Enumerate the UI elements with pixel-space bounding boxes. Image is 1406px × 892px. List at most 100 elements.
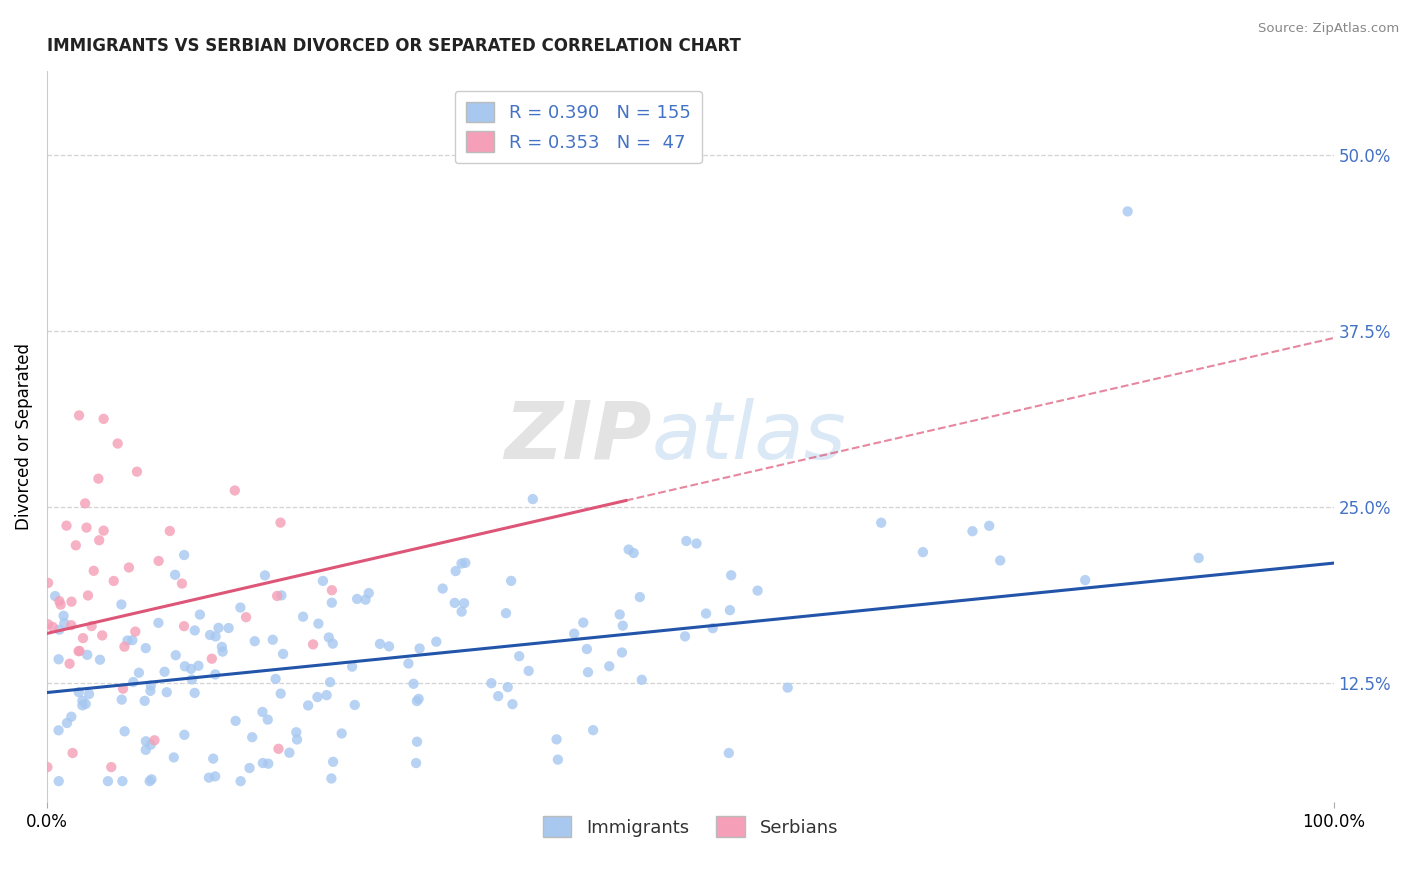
Point [48, 774, 70, 789]
Point [1188, 550, 1211, 565]
Point [72, 693, 94, 707]
Point [183, 624, 205, 638]
Point [486, 689, 509, 703]
Point [720, 568, 742, 582]
Point [135, 734, 157, 748]
Point [479, 676, 502, 690]
Point [91, 628, 114, 642]
Point [44, 589, 66, 603]
Point [122, 675, 145, 690]
Point [207, 621, 229, 635]
Point [318, 631, 340, 645]
Point [201, 651, 224, 665]
Point [278, 746, 301, 760]
Point [56, 716, 79, 731]
Point [75, 697, 97, 711]
Point [450, 605, 472, 619]
Point [110, 598, 132, 612]
Point [270, 687, 292, 701]
Point [165, 567, 187, 582]
Point [522, 492, 544, 507]
Point [610, 646, 633, 660]
Point [114, 640, 136, 654]
Point [266, 589, 288, 603]
Point [204, 769, 226, 783]
Point [307, 616, 329, 631]
Point [55, 518, 77, 533]
Point [425, 634, 447, 648]
Point [204, 667, 226, 681]
Point [988, 553, 1011, 567]
Point [408, 691, 430, 706]
Point [141, 772, 163, 787]
Point [496, 680, 519, 694]
Point [252, 756, 274, 770]
Point [675, 534, 697, 549]
Text: atlas: atlas [651, 398, 846, 475]
Point [673, 629, 696, 643]
Point [93, 524, 115, 538]
Point [517, 664, 540, 678]
Point [77, 589, 100, 603]
Point [319, 675, 342, 690]
Point [405, 694, 427, 708]
Point [628, 590, 651, 604]
Point [138, 774, 160, 789]
Point [256, 713, 278, 727]
Point [128, 665, 150, 680]
Point [97, 774, 120, 789]
Point [163, 750, 186, 764]
Point [125, 465, 148, 479]
Point [432, 582, 454, 596]
Point [501, 697, 523, 711]
Point [37, 617, 59, 632]
Point [188, 607, 211, 622]
Point [121, 633, 143, 648]
Point [312, 574, 335, 588]
Point [135, 641, 157, 656]
Point [405, 756, 427, 770]
Point [183, 686, 205, 700]
Point [72, 631, 94, 645]
Point [204, 630, 226, 644]
Point [148, 615, 170, 630]
Point [117, 633, 139, 648]
Point [267, 741, 290, 756]
Point [546, 732, 568, 747]
Point [60, 709, 83, 723]
Point [747, 583, 769, 598]
Point [48, 652, 70, 666]
Point [187, 658, 209, 673]
Point [322, 755, 344, 769]
Point [450, 557, 472, 571]
Point [257, 756, 280, 771]
Point [48, 594, 70, 608]
Point [346, 591, 368, 606]
Point [702, 621, 724, 635]
Point [396, 657, 419, 671]
Point [302, 637, 325, 651]
Point [87, 472, 110, 486]
Point [60, 595, 83, 609]
Point [67, 685, 90, 699]
Point [402, 677, 425, 691]
Point [76, 648, 98, 662]
Point [52, 608, 75, 623]
Point [174, 659, 197, 673]
Point [211, 640, 233, 654]
Point [264, 672, 287, 686]
Point [67, 644, 90, 658]
Point [156, 685, 179, 699]
Point [576, 665, 599, 680]
Point [321, 596, 343, 610]
Point [572, 615, 595, 630]
Point [153, 665, 176, 679]
Point [612, 618, 634, 632]
Point [408, 641, 430, 656]
Point [623, 546, 645, 560]
Legend: Immigrants, Serbians: Immigrants, Serbians [536, 809, 845, 845]
Point [53, 616, 76, 631]
Point [139, 683, 162, 698]
Point [69, 644, 91, 658]
Point [321, 583, 343, 598]
